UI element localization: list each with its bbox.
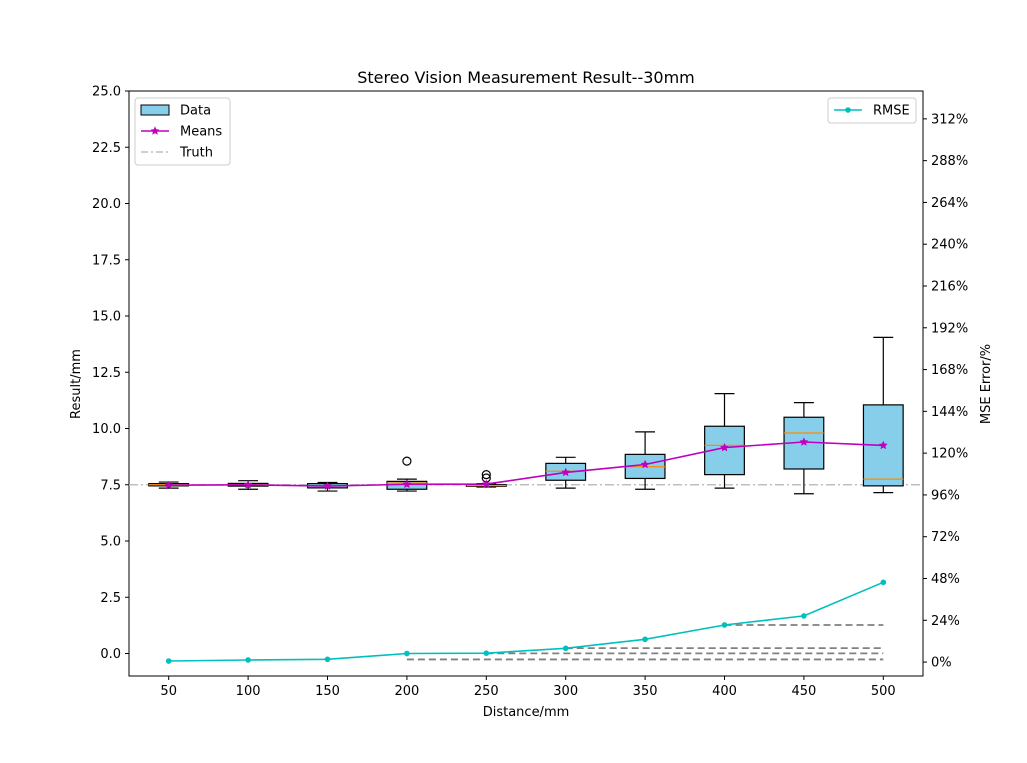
legend-means-swatch-marker [150,126,160,135]
rmse-series-point [642,636,648,643]
y-tick-label: 17.5 [92,253,121,268]
y-tick-label: 20.0 [92,197,121,212]
rmse-series-point [324,656,331,663]
y2-tick-label: 120% [931,447,968,462]
y2-tick-label: 264% [931,196,968,211]
rmse-series-point [801,613,807,619]
x-tick-label: 200 [394,684,419,699]
x-axis-label: Distance/mm [483,705,570,720]
means-series-point [402,479,412,489]
rmse-series-point [721,622,728,628]
x-tick-label: 350 [633,684,658,699]
y-tick-label: 12.5 [92,366,121,381]
y2-tick-label: 72% [931,530,960,545]
chart-title: Stereo Vision Measurement Result--30mm [357,68,695,87]
y2-tick-label: 216% [931,280,968,295]
y2-axis-label: MSE Error/% [979,344,994,424]
y2-tick-label: 288% [931,154,968,169]
legend-left: Data Means Truth [134,97,231,166]
legend-right: RMSE [827,97,917,124]
legend-rmse-swatch-marker [845,107,851,113]
means-series-point [164,480,174,490]
y-tick-label: 5.0 [100,535,121,550]
rmse-series-point [245,657,251,663]
legend-left-label: Means [180,125,222,140]
y2-tick-label: 168% [931,363,968,378]
y-tick-label: 15.0 [92,310,121,325]
x-tick-label: 300 [553,684,578,699]
means-series-point [243,479,253,489]
means-series-point [719,442,730,452]
y2-tick-label: 48% [931,572,960,587]
plot-frame [128,90,924,677]
means-series-point [878,440,888,450]
rmse-series-point [880,579,887,586]
x-tick-label: 450 [791,684,816,699]
rmse-series-point [404,650,410,657]
x-tick-label: 150 [315,684,340,699]
means-series-point [322,481,333,491]
box-flier [481,470,491,480]
y-axis-label: Result/mm [69,349,84,419]
y2-tick-label: 96% [931,488,960,503]
means-series-line [168,441,884,487]
y2-tick-label: 240% [931,238,968,253]
x-tick-label: 100 [236,684,261,699]
y2-tick-label: 192% [931,321,968,336]
y-tick-label: 0.0 [100,647,121,662]
rmse-series-point [165,658,172,664]
y-tick-label: 25.0 [92,85,121,100]
y2-tick-label: 0% [931,656,952,671]
x-tick-label: 250 [474,684,499,699]
box-flier [402,456,412,466]
y2-tick-label: 312% [931,112,968,127]
legend-left-label: Data [180,104,211,119]
y-tick-label: 22.5 [92,141,121,156]
legend-right-label: RMSE [873,104,910,119]
x-tick-label: 500 [871,684,896,699]
y2-tick-label: 144% [931,405,968,420]
means-series-point [561,467,571,477]
y-tick-label: 2.5 [100,591,121,606]
rmse-series-line [168,581,884,662]
means-series-point [481,479,491,488]
rmse-series-point [483,650,490,656]
means-series-point [799,437,809,446]
y2-tick-label: 24% [931,614,960,629]
x-tick-label: 400 [712,684,737,699]
x-tick-label: 50 [160,684,177,699]
legend-left-label: Truth [179,146,213,161]
y-tick-label: 10.0 [92,422,121,437]
rmse-series-point [562,645,569,652]
legend-data-swatch [140,104,170,116]
legend-right-frame [827,97,917,124]
means-series-point [640,459,650,469]
y-tick-label: 7.5 [100,478,121,493]
